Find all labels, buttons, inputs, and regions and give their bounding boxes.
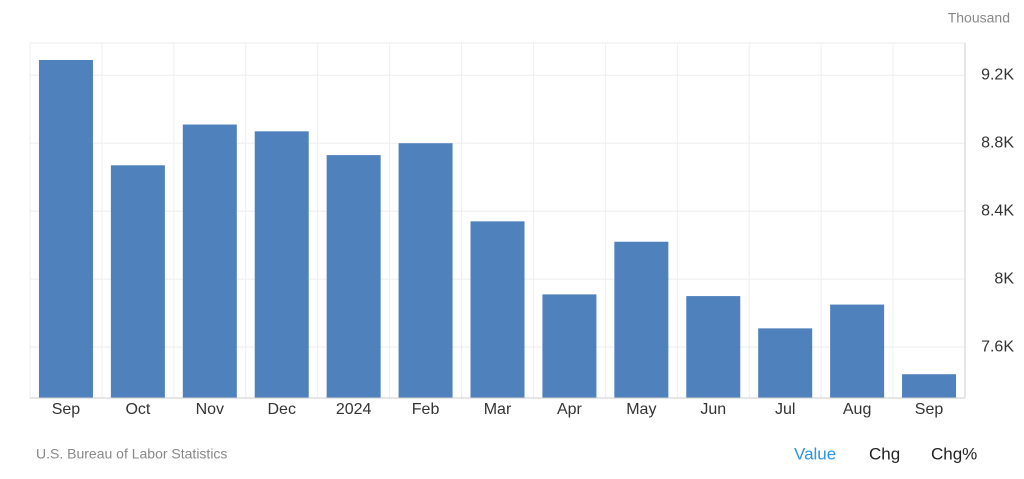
y-tick-label: 7.6K (981, 338, 1014, 355)
bar (254, 131, 309, 398)
bar (902, 374, 957, 398)
y-tick-label: 8K (994, 270, 1014, 287)
x-tick-label: Nov (196, 401, 224, 418)
x-tick-label: Jul (775, 401, 795, 418)
tab-chg[interactable]: Chg (869, 444, 900, 463)
y-tick-label: 8.8K (981, 134, 1014, 151)
x-tick-label: Jun (700, 401, 726, 418)
x-tick-label: Aug (843, 401, 871, 418)
bar (614, 241, 669, 398)
bar (38, 59, 93, 398)
bar (830, 304, 885, 398)
bar (758, 328, 813, 398)
x-tick-label: May (626, 401, 656, 418)
x-tick-label: Apr (557, 401, 583, 418)
x-tick-label: Mar (484, 401, 512, 418)
bar (470, 221, 525, 398)
y-tick-label: 8.4K (981, 202, 1014, 219)
bar (686, 296, 741, 398)
x-tick-label: 2024 (336, 401, 372, 418)
x-tick-label: Sep (915, 401, 944, 418)
unit-label: Thousand (948, 10, 1010, 26)
bar (398, 143, 453, 398)
bar (542, 294, 597, 398)
bar (182, 124, 237, 398)
y-tick-label: 9.2K (981, 66, 1014, 83)
source: U.S. Bureau of Labor Statistics (36, 446, 227, 462)
x-tick-label: Feb (412, 401, 440, 418)
x-tick-label: Sep (52, 401, 81, 418)
x-tick-label: Dec (268, 401, 296, 418)
tab-chg-pct[interactable]: Chg% (931, 444, 977, 463)
bar (326, 155, 381, 398)
bar (110, 165, 165, 398)
tab-value[interactable]: Value (794, 444, 836, 463)
x-tick-label: Oct (125, 401, 150, 418)
